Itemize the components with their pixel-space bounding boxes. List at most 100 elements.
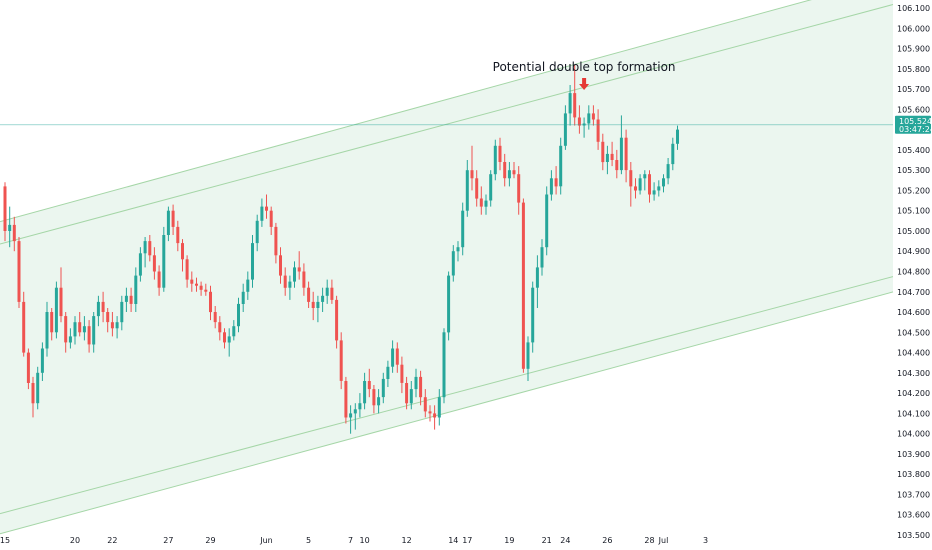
candle-body [213,312,217,323]
y-tick-label: 104.700 [897,288,930,297]
candle [22,291,26,357]
candle [339,332,343,390]
candle-body [134,275,138,304]
candle [517,166,521,215]
candle-body [638,178,642,191]
candle-body [493,145,497,175]
candle-body [559,145,563,187]
candle [559,137,563,195]
candle-body [36,372,40,404]
candle-body [531,287,535,343]
candle-body [577,117,581,126]
candle [526,336,530,381]
candle-body [344,381,348,418]
candle [493,139,497,181]
y-axis[interactable]: 106.100 106.000 105.900 105.800 105.700 105.6… [895,4,932,540]
candle-body [152,255,156,272]
candle [316,295,320,323]
candle [568,85,572,126]
candle-body [101,301,105,312]
price-tag-bg [895,115,931,134]
x-axis[interactable]: 15 20 22 27 29 Jun 5 7 10 12 14 17 19 21 24 26 28 Jul 3 [0,536,708,545]
x-tick-label: 14 [448,536,458,545]
x-tick-label: 17 [462,536,472,545]
candle [349,405,353,434]
channel-fill [0,0,893,534]
candle-body [409,389,413,404]
candle [554,166,558,195]
y-tick-label: 105.100 [897,207,930,216]
candle [671,137,675,171]
candle [166,206,170,242]
candle [573,64,577,126]
candle [652,182,656,201]
price-tag-countdown: 03:47:24 [899,125,932,134]
candle [68,328,72,349]
y-tick-label: 103.900 [897,450,930,459]
candle-body [591,113,595,120]
candle-body [381,378,385,398]
candle [461,202,465,256]
candle [358,393,362,418]
candle-body [311,301,315,308]
candle [227,328,231,357]
candle [372,385,376,414]
candle-body [181,243,184,260]
candle [157,265,161,296]
candle [199,281,203,296]
candle-body [648,174,651,195]
candle [367,368,371,398]
candle-body [676,129,679,144]
candle [619,115,623,175]
candle [419,370,423,406]
candle [232,320,236,341]
candle-body [386,366,390,379]
candle-body [288,281,292,288]
x-tick-label: 29 [205,536,215,545]
candle [218,316,222,341]
y-tick-label: 104.600 [897,308,930,317]
candle [255,214,259,252]
x-tick-label: 21 [542,536,552,545]
down-arrow-icon [579,78,590,91]
candle-body [437,397,441,418]
candle [335,295,339,349]
candle-body [666,164,670,179]
candle [17,237,21,308]
candle-body [45,312,49,349]
candle [293,261,296,288]
candle [124,287,128,312]
candle [26,348,30,390]
candle-body [204,289,208,292]
candle [237,297,240,333]
channel-line-lower-inner [0,276,894,515]
candle [120,295,124,331]
candle [64,312,68,353]
candle-body [157,271,161,288]
candle [423,389,427,418]
candle [241,283,245,312]
candle-body [367,381,371,390]
candle-body [78,322,82,333]
candle [433,405,437,430]
candle-body [587,113,591,124]
candle [288,275,292,300]
candle-body [451,251,455,276]
y-tick-label: 104.300 [897,369,930,378]
candle-body [209,291,212,313]
candle-body [96,301,100,317]
x-tick-label: 22 [107,536,117,545]
y-tick-label: 103.800 [897,470,930,479]
candle [176,220,180,252]
candle [377,389,381,414]
channel-line-lower-outer [0,291,894,535]
candle-body [470,170,474,179]
candle [302,263,306,296]
candle [521,198,525,373]
candle [451,245,455,282]
candle [274,222,278,264]
candle-body [615,160,619,171]
x-tick-label: 20 [70,536,80,545]
candle-body [50,312,54,333]
